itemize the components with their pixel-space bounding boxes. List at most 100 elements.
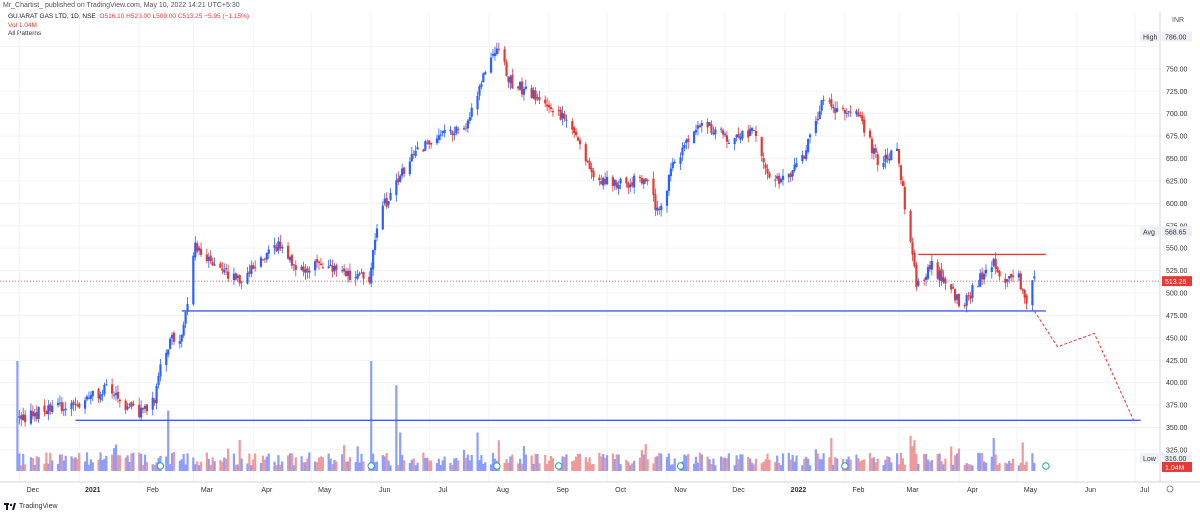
candle-body[interactable] (292, 264, 295, 266)
candle-body[interactable] (118, 399, 121, 402)
candle-body[interactable] (694, 129, 698, 133)
candle-body[interactable] (590, 167, 593, 173)
candle-body[interactable] (360, 272, 363, 274)
candle-body[interactable] (605, 176, 609, 185)
candle-body[interactable] (791, 170, 794, 177)
candle-body[interactable] (211, 262, 214, 266)
candle-body[interactable] (656, 207, 659, 211)
candle-body[interactable] (801, 154, 804, 162)
candle-body[interactable] (51, 405, 54, 413)
candle-body[interactable] (559, 109, 562, 120)
candle-body[interactable] (536, 97, 539, 99)
candle-body[interactable] (439, 134, 442, 136)
candle-body[interactable] (1008, 275, 1011, 279)
candle-body[interactable] (913, 252, 916, 267)
candle-body[interactable] (480, 83, 483, 87)
candle-body[interactable] (358, 273, 361, 275)
candle-body[interactable] (857, 112, 860, 117)
candle-body[interactable] (281, 246, 284, 249)
candle-body[interactable] (410, 153, 413, 162)
candle-body[interactable] (91, 390, 94, 397)
candle-body[interactable] (876, 154, 879, 165)
candle-body[interactable] (984, 269, 988, 274)
candle-body[interactable] (708, 122, 711, 126)
candle-body[interactable] (153, 399, 156, 404)
candle-body[interactable] (897, 149, 901, 164)
event-marker-icon[interactable] (676, 462, 685, 470)
candle-body[interactable] (33, 413, 36, 417)
candle-body[interactable] (532, 90, 535, 99)
candle-body[interactable] (982, 273, 986, 280)
candle-body[interactable] (706, 121, 709, 128)
candle-body[interactable] (89, 395, 92, 399)
candle-body[interactable] (1011, 275, 1015, 278)
candle-body[interactable] (884, 154, 887, 163)
candle-body[interactable] (306, 268, 309, 272)
candle-body[interactable] (348, 270, 352, 280)
candle-body[interactable] (752, 130, 756, 132)
candle-body[interactable] (685, 139, 688, 144)
candle-body[interactable] (750, 127, 754, 131)
candle-body[interactable] (491, 53, 495, 56)
candle-body[interactable] (114, 393, 118, 395)
candle-body[interactable] (741, 130, 744, 139)
candle-body[interactable] (953, 289, 957, 301)
candle-body[interactable] (455, 126, 458, 134)
candle-body[interactable] (917, 280, 920, 286)
candle-body[interactable] (238, 275, 241, 284)
candle-body[interactable] (629, 184, 632, 188)
candle-body[interactable] (969, 295, 972, 300)
candle-body[interactable] (1033, 276, 1036, 279)
candle-body[interactable] (544, 99, 547, 104)
candle-body[interactable] (578, 140, 582, 145)
candle-body[interactable] (449, 129, 452, 132)
candle-body[interactable] (335, 265, 338, 270)
candle-body[interactable] (99, 394, 102, 400)
candle-body[interactable] (430, 142, 433, 145)
candle-body[interactable] (749, 128, 752, 136)
candle-body[interactable] (213, 264, 216, 266)
candle-body[interactable] (551, 110, 555, 113)
candle-body[interactable] (441, 131, 444, 134)
candle-body[interactable] (692, 131, 696, 144)
candle-body[interactable] (870, 138, 874, 154)
candle-body[interactable] (795, 163, 798, 167)
candle-body[interactable] (435, 138, 439, 144)
candle-body[interactable] (509, 76, 512, 84)
candle-body[interactable] (511, 74, 514, 89)
candle-body[interactable] (942, 277, 945, 283)
candle-body[interactable] (172, 332, 176, 342)
event-marker-icon[interactable] (1042, 462, 1050, 470)
candle-body[interactable] (240, 281, 243, 283)
candle-body[interactable] (372, 250, 375, 270)
candle-body[interactable] (588, 161, 591, 169)
candle-body[interactable] (766, 168, 769, 174)
candle-body[interactable] (130, 402, 133, 408)
candle-body[interactable] (101, 394, 104, 396)
candle-body[interactable] (132, 404, 135, 406)
candle-body[interactable] (482, 73, 485, 83)
candle-body[interactable] (308, 270, 311, 273)
candle-body[interactable] (967, 295, 970, 297)
candle-body[interactable] (314, 261, 317, 271)
candle-body[interactable] (890, 150, 893, 160)
candle-body[interactable] (727, 143, 730, 145)
candle-body[interactable] (822, 99, 825, 101)
candle-body[interactable] (219, 263, 222, 268)
candle-body[interactable] (971, 285, 974, 298)
candle-body[interactable] (78, 403, 81, 408)
candle-body[interactable] (1006, 279, 1009, 282)
candle-body[interactable] (549, 107, 553, 109)
candle-body[interactable] (370, 267, 373, 284)
candle-body[interactable] (453, 133, 456, 136)
candle-body[interactable] (424, 141, 427, 151)
candle-body[interactable] (194, 242, 197, 258)
candle-body[interactable] (776, 176, 779, 179)
candle-body[interactable] (938, 270, 941, 281)
event-marker-icon[interactable] (493, 462, 501, 470)
candle-body[interactable] (747, 130, 750, 138)
candle-body[interactable] (816, 118, 819, 121)
candle-body[interactable] (615, 182, 618, 188)
candle-body[interactable] (698, 125, 701, 128)
candle-body[interactable] (573, 127, 576, 134)
